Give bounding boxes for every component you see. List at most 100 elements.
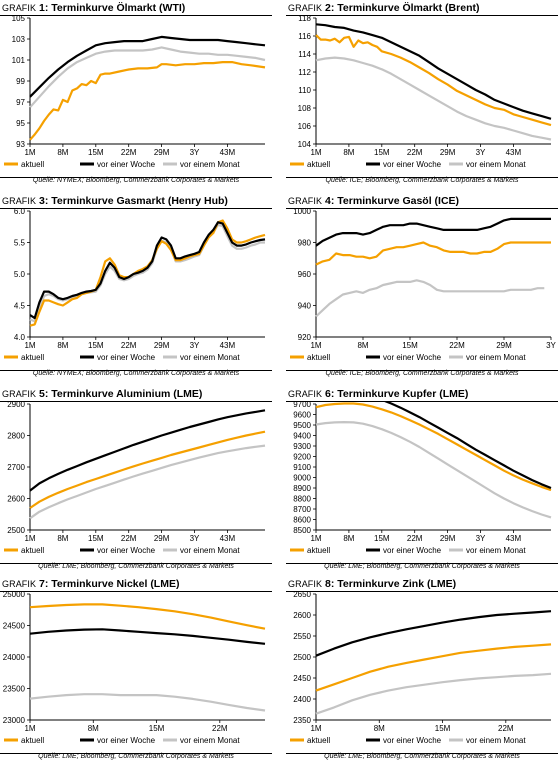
legend-label-vor-einer-woche: vor einer Woche — [97, 546, 156, 555]
line-chart: 2500 2600 2700 2800 2900 1M 8M 15M 22M 29M 3Y 43M ak… — [4, 402, 266, 555]
line-chart: 920 940 960 980 1000 1M 8M 15M 22M 29M 3Y aktuell vo… — [290, 209, 557, 362]
x-tick-label: 15M — [374, 148, 390, 157]
chart-panel-3: GRAFIK 3: Terminkurve Gasmarkt (Henry Hu… — [0, 193, 272, 380]
source-rule — [0, 370, 272, 371]
y-tick-label: 2650 — [293, 592, 311, 599]
title-rule — [0, 591, 272, 592]
y-tick-label: 1000 — [293, 209, 311, 216]
y-tick-label: 105 — [12, 16, 26, 23]
y-tick-label: 2550 — [293, 632, 311, 641]
legend-label-vor-einer-woche: vor einer Woche — [383, 160, 442, 169]
chart-panel-8: GRAFIK 8: Terminkurve Zink (LME) 2350 240… — [286, 576, 558, 763]
title-rule — [286, 208, 558, 209]
legend-label-aktuell: aktuell — [307, 353, 330, 362]
chart-panel-1: GRAFIK 1: Terminkurve Ölmarkt (WTI) 93 95… — [0, 0, 272, 187]
y-tick-label: 2500 — [293, 653, 311, 662]
y-tick-label: 940 — [298, 302, 312, 311]
legend-label-aktuell: aktuell — [307, 736, 330, 745]
y-tick-label: 9500 — [293, 421, 311, 430]
x-tick-label: 1M — [24, 724, 35, 733]
source-rule — [286, 177, 558, 178]
panel-title: GRAFIK 4: Terminkurve Gasöl (ICE) — [288, 195, 460, 207]
y-tick-label: 9100 — [293, 463, 311, 472]
chart-panel-2: GRAFIK 2: Terminkurve Ölmarkt (Brent) 10… — [286, 0, 558, 187]
y-tick-label: 9700 — [293, 402, 311, 409]
chart-panel-6: GRAFIK 6: Terminkurve Kupfer (LME) 8500 8… — [286, 386, 558, 573]
x-tick-label: 1M — [24, 534, 35, 543]
y-tick-label: 23000 — [3, 716, 26, 725]
x-tick-label: 8M — [357, 341, 368, 350]
y-tick-label: 97 — [16, 98, 25, 107]
y-tick-label: 23500 — [3, 685, 26, 694]
series-line-aktuell — [29, 60, 266, 141]
x-tick-label: 43M — [220, 148, 236, 157]
panel-title: GRAFIK 2: Terminkurve Ölmarkt (Brent) — [288, 2, 480, 14]
x-tick-label: 22M — [407, 534, 423, 543]
x-tick-label: 22M — [212, 724, 228, 733]
source-note: Quelle: NYMEX; Bloomberg, Commerzbank Co… — [32, 177, 240, 184]
line-chart: 4.0 4.5 5.0 5.5 6.0 1M 8M 15M 22M 29M 3Y 43M aktuell… — [4, 209, 266, 362]
x-tick-label: 22M — [121, 148, 137, 157]
y-tick-label: 960 — [298, 270, 312, 279]
x-tick-label: 3Y — [190, 534, 200, 543]
x-tick-label: 8M — [88, 724, 99, 733]
x-tick-label: 22M — [498, 724, 514, 733]
legend-label-vor-einem-monat: vor einem Monat — [180, 546, 240, 555]
y-tick-label: 2400 — [293, 695, 311, 704]
source-note: Quelle: NYMEX; Bloomberg, Commerzbank Co… — [32, 370, 240, 377]
chart-panel-4: GRAFIK 4: Terminkurve Gasöl (ICE) 920 940… — [286, 193, 558, 380]
y-tick-label: 104 — [298, 140, 312, 149]
x-tick-label: 1M — [24, 341, 35, 350]
legend-label-aktuell: aktuell — [21, 546, 44, 555]
source-rule — [0, 563, 272, 564]
legend-label-vor-einer-woche: vor einer Woche — [97, 736, 156, 745]
legend-label-vor-einer-woche: vor einer Woche — [97, 160, 156, 169]
title-rule — [0, 401, 272, 402]
x-tick-label: 22M — [449, 341, 465, 350]
y-tick-label: 99 — [16, 77, 25, 86]
y-tick-label: 93 — [16, 140, 25, 149]
x-tick-label: 15M — [88, 341, 104, 350]
series-line-vor-einem-monat — [315, 672, 552, 715]
x-tick-label: 8M — [57, 534, 68, 543]
source-rule — [286, 370, 558, 371]
y-tick-label: 8500 — [293, 526, 311, 535]
y-tick-label: 6.0 — [14, 209, 26, 216]
x-tick-label: 15M — [149, 724, 165, 733]
x-tick-label: 29M — [440, 534, 456, 543]
series-line-vor-einer-woche — [29, 221, 266, 320]
x-tick-label: 1M — [310, 534, 321, 543]
x-tick-label: 43M — [220, 341, 236, 350]
panel-title: GRAFIK 6: Terminkurve Kupfer (LME) — [288, 388, 469, 400]
series-line-aktuell — [315, 643, 552, 692]
y-tick-label: 108 — [298, 104, 312, 113]
y-tick-label: 4.5 — [14, 302, 26, 311]
legend-label-aktuell: aktuell — [21, 160, 44, 169]
series-line-vor-einem-monat — [315, 421, 552, 519]
y-tick-label: 2800 — [7, 432, 25, 441]
panel-title: GRAFIK 5: Terminkurve Aluminium (LME) — [2, 388, 203, 400]
y-tick-label: 980 — [298, 239, 312, 248]
legend-label-vor-einer-woche: vor einer Woche — [383, 546, 442, 555]
x-tick-label: 29M — [154, 341, 170, 350]
y-tick-label: 920 — [298, 333, 312, 342]
source-note: Quelle: LME; Bloomberg, Commerzbank Corp… — [324, 563, 520, 570]
y-tick-label: 9600 — [293, 411, 311, 420]
x-tick-label: 8M — [343, 534, 354, 543]
x-tick-label: 29M — [154, 148, 170, 157]
x-tick-label: 29M — [496, 341, 512, 350]
y-tick-label: 2600 — [7, 495, 25, 504]
series-line-vor-einem-monat — [29, 693, 266, 712]
line-chart: 23000 23500 24000 24500 25000 1M 8M 15M 22M aktue… — [3, 592, 266, 745]
y-tick-label: 114 — [298, 50, 311, 59]
legend-label-vor-einer-woche: vor einer Woche — [383, 353, 442, 362]
x-tick-label: 22M — [121, 534, 137, 543]
panel-title: GRAFIK 3: Terminkurve Gasmarkt (Henry Hu… — [2, 195, 228, 207]
y-tick-label: 5.0 — [14, 270, 26, 279]
series-line-vor-einem-monat — [29, 46, 266, 109]
legend-label-aktuell: aktuell — [307, 160, 330, 169]
x-tick-label: 43M — [506, 534, 522, 543]
series-line-vor-einer-woche — [29, 35, 266, 98]
series-line-vor-einem-monat — [29, 223, 265, 323]
x-tick-label: 3Y — [190, 341, 200, 350]
